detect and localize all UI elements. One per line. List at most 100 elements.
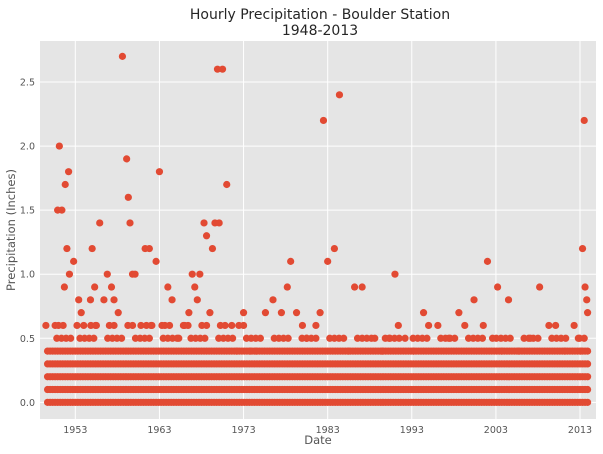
y-tick-label: 1.5 xyxy=(20,206,35,217)
scatter-point xyxy=(107,283,116,291)
scatter-point xyxy=(181,321,189,330)
scatter-point xyxy=(303,334,311,342)
x-tick-label: 1963 xyxy=(147,425,171,436)
y-tick-label: 2.0 xyxy=(20,142,35,153)
scatter-point xyxy=(158,321,166,330)
scatter-point xyxy=(152,257,160,265)
scatter-point xyxy=(577,347,585,355)
chart-subtitle: 1948-2013 xyxy=(282,23,358,39)
y-tick-label: 0.0 xyxy=(20,398,35,409)
x-tick-label: 1953 xyxy=(63,425,87,436)
scatter-point xyxy=(561,347,569,355)
scatter-point xyxy=(185,309,193,317)
scatter-point xyxy=(583,360,592,368)
scatter-point xyxy=(202,232,211,240)
scatter-point xyxy=(479,321,487,330)
scatter-point xyxy=(124,193,132,201)
scatter-point xyxy=(73,321,81,330)
scatter-point xyxy=(165,321,174,330)
scatter-point xyxy=(145,334,153,342)
scatter-point xyxy=(570,321,578,330)
scatter-point xyxy=(145,244,153,253)
scatter-point xyxy=(391,270,399,278)
scatter-point xyxy=(202,321,211,330)
scatter-point xyxy=(409,347,418,355)
scatter-point xyxy=(340,334,348,342)
scatter-point xyxy=(137,321,145,330)
scatter-point xyxy=(213,65,222,73)
scatter-point xyxy=(100,296,108,304)
x-tick-label: 1973 xyxy=(231,425,255,436)
scatter-point xyxy=(126,219,134,227)
data-points xyxy=(42,52,592,406)
scatter-point xyxy=(583,309,592,317)
scatter-point xyxy=(188,270,196,278)
scatter-point xyxy=(526,334,534,342)
scatter-point xyxy=(455,309,463,317)
scatter-point xyxy=(434,321,442,330)
scatter-point xyxy=(67,334,75,342)
scatter-point xyxy=(229,334,237,342)
scatter-point xyxy=(515,347,523,355)
scatter-point xyxy=(196,270,204,278)
scatter-point xyxy=(445,334,453,342)
scatter-point xyxy=(283,283,291,291)
scatter-point xyxy=(155,168,164,176)
scatter-point xyxy=(583,347,592,355)
scatter-point xyxy=(252,347,260,355)
x-axis-ticks: 1953 1963 1973 1983 1993 2003 2013 xyxy=(63,425,592,436)
scatter-point xyxy=(261,309,270,317)
scatter-point xyxy=(168,296,176,304)
scatter-point xyxy=(123,155,131,163)
scatter-point xyxy=(103,270,111,278)
scatter-point xyxy=(498,347,506,355)
scatter-point xyxy=(552,321,560,330)
scatter-point xyxy=(292,309,301,317)
scatter-point xyxy=(256,334,264,342)
scatter-point xyxy=(128,321,137,330)
y-tick-label: 2.5 xyxy=(20,78,35,89)
scatter-point xyxy=(488,334,497,342)
scatter-point xyxy=(200,219,208,227)
scatter-point xyxy=(61,180,69,189)
scatter-point xyxy=(201,334,209,342)
scatter-point xyxy=(191,283,199,291)
scatter-point xyxy=(55,142,63,150)
scatter-point xyxy=(312,334,320,342)
scatter-point xyxy=(131,270,139,278)
scatter-point xyxy=(287,257,295,265)
scatter-point xyxy=(423,334,431,342)
scatter-point xyxy=(208,244,217,253)
scatter-point xyxy=(478,334,487,342)
scatter-point xyxy=(358,283,366,291)
scatter-point xyxy=(118,52,127,60)
scatter-point xyxy=(51,321,59,330)
scatter-point xyxy=(583,398,592,406)
scatter-point xyxy=(42,321,50,330)
y-tick-label: 0.5 xyxy=(20,334,35,345)
scatter-point xyxy=(371,334,379,342)
scatter-point xyxy=(493,283,502,291)
y-axis-label: Precipitation (Inches) xyxy=(4,169,18,291)
scatter-point xyxy=(233,347,241,355)
scatter-point xyxy=(319,116,328,125)
scatter-point xyxy=(545,321,553,330)
scatter-point xyxy=(223,180,231,189)
scatter-point xyxy=(470,296,478,304)
scatter-point xyxy=(63,244,71,253)
scatter-point xyxy=(114,309,122,317)
scatter-point xyxy=(562,334,570,342)
scatter-point xyxy=(65,168,73,176)
x-tick-label: 1993 xyxy=(400,425,424,436)
scatter-point xyxy=(583,296,591,304)
x-tick-label: 2003 xyxy=(484,425,508,436)
scatter-point xyxy=(221,321,229,330)
scatter-point xyxy=(378,347,386,355)
scatter-point xyxy=(175,334,183,342)
scatter-point xyxy=(269,296,277,304)
scatter-point xyxy=(578,244,587,253)
scatter-point xyxy=(394,321,402,330)
scatter-point xyxy=(583,373,592,381)
chart-title: Hourly Precipitation - Boulder Station xyxy=(190,7,450,23)
scatter-point xyxy=(284,334,292,342)
